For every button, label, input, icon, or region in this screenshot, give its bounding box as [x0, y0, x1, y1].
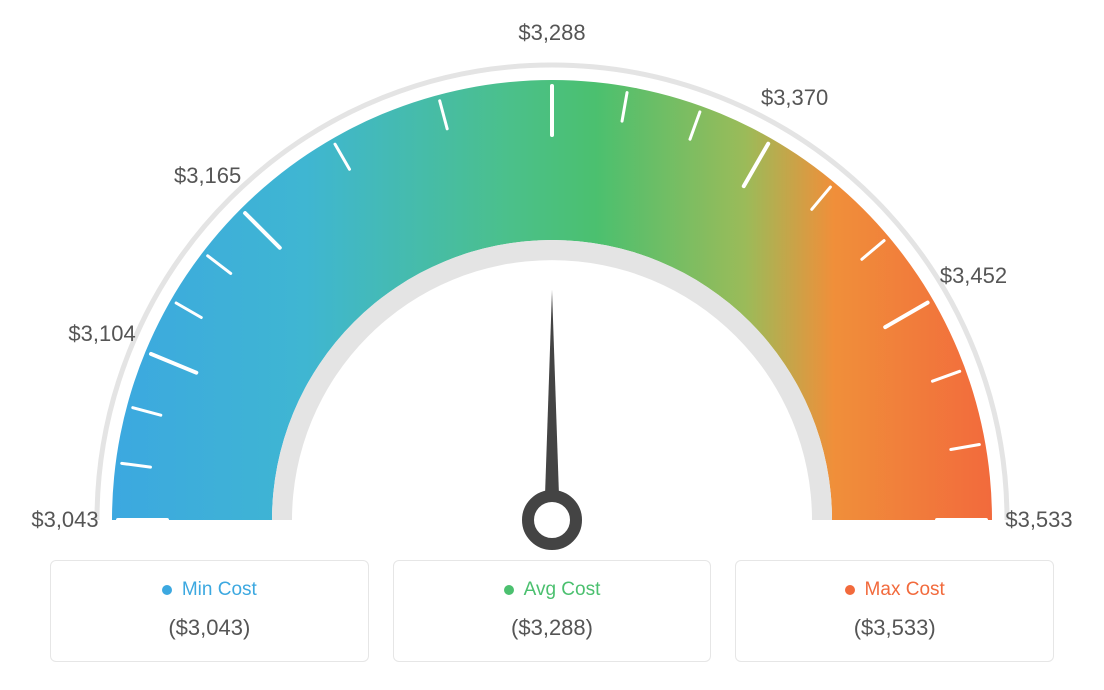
avg-cost-label: Avg Cost [524, 579, 601, 601]
gauge-tick-label: $3,533 [1005, 507, 1072, 533]
min-cost-value: ($3,043) [63, 615, 356, 641]
avg-cost-title: Avg Cost [504, 579, 601, 601]
gauge-area: $3,043 $3,104 $3,165 $3,288 $3,370 $3,452 $3,5… [20, 20, 1084, 560]
summary-cards: Min Cost ($3,043) Avg Cost ($3,288) Max … [20, 560, 1084, 662]
max-cost-label: Max Cost [865, 579, 945, 601]
avg-cost-value: ($3,288) [406, 615, 699, 641]
gauge-tick-label: $3,288 [518, 20, 585, 46]
gauge-svg [20, 20, 1084, 560]
gauge-tick-label: $3,452 [940, 263, 1007, 289]
gauge-tick-label: $3,104 [68, 321, 135, 347]
avg-dot-icon [504, 585, 514, 595]
min-cost-title: Min Cost [162, 579, 257, 601]
max-cost-card: Max Cost ($3,533) [735, 560, 1054, 662]
gauge-tick-label: $3,370 [761, 85, 828, 111]
max-cost-title: Max Cost [845, 579, 945, 601]
gauge-tick-label: $3,043 [31, 507, 98, 533]
max-dot-icon [845, 585, 855, 595]
min-cost-card: Min Cost ($3,043) [50, 560, 369, 662]
max-cost-value: ($3,533) [748, 615, 1041, 641]
avg-cost-card: Avg Cost ($3,288) [393, 560, 712, 662]
gauge-tick-label: $3,165 [174, 163, 241, 189]
min-dot-icon [162, 585, 172, 595]
min-cost-label: Min Cost [182, 579, 257, 601]
cost-gauge-chart: $3,043 $3,104 $3,165 $3,288 $3,370 $3,452 $3,5… [20, 20, 1084, 662]
